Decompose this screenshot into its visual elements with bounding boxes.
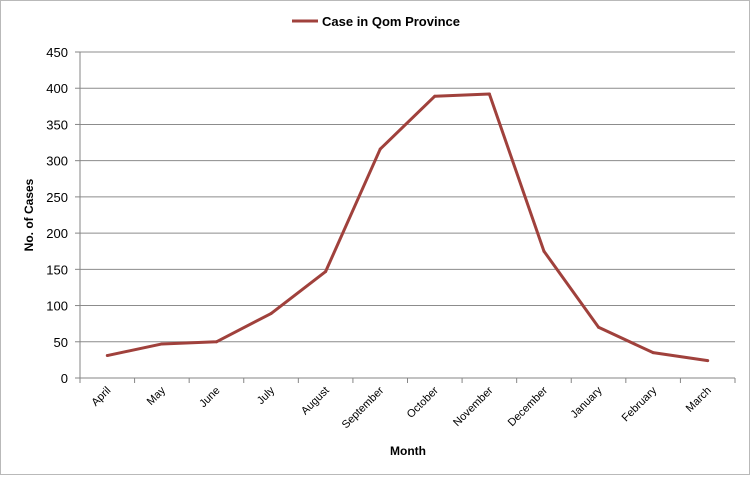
data-point [542,249,546,253]
x-tick-label: September [340,384,387,431]
data-point [487,92,491,96]
data-point [433,94,437,98]
x-axis-ticks: April May June July August September October No… [89,384,713,431]
y-tick-label: 100 [46,299,68,314]
x-tick-label: August [299,385,332,418]
x-tick-label: January [569,384,606,421]
series-line [106,92,708,363]
y-tick-label: 150 [46,262,68,277]
y-tick-label: 350 [46,117,68,132]
y-tick-label: 200 [46,226,68,241]
x-tick-label: February [620,384,660,424]
data-point [160,342,164,346]
x-tick-label: March [684,385,714,415]
x-tick-label: December [506,384,551,429]
data-point [706,359,710,363]
y-tick-label: 50 [54,335,68,350]
series-lines [105,92,710,363]
x-tick-label: June [197,385,222,410]
x-tick-label: October [405,384,441,420]
y-tick-label: 250 [46,190,68,205]
y-axis-ticks: 0 50 100 150 200 250 300 350 400 450 [46,45,68,386]
legend-label: Case in Qom Province [322,14,460,29]
y-tick-label: 450 [46,45,68,60]
x-tick-label: May [145,384,169,408]
x-axis-title: Month [390,444,426,458]
data-point [378,147,382,151]
data-point [597,325,601,329]
data-point [324,270,328,274]
data-point [651,351,655,355]
y-tick-label: 300 [46,154,68,169]
y-tick-label: 400 [46,81,68,96]
y-axis-title: No. of Cases [22,178,36,251]
x-tick-label: April [89,385,113,409]
x-tick-label: July [255,384,278,407]
gridlines [75,51,736,383]
y-tick-label: 0 [61,371,68,386]
data-point [269,312,273,316]
legend: Case in Qom Province [292,14,460,29]
data-point [214,340,218,344]
x-tick-label: November [451,384,496,429]
data-point [105,354,109,358]
